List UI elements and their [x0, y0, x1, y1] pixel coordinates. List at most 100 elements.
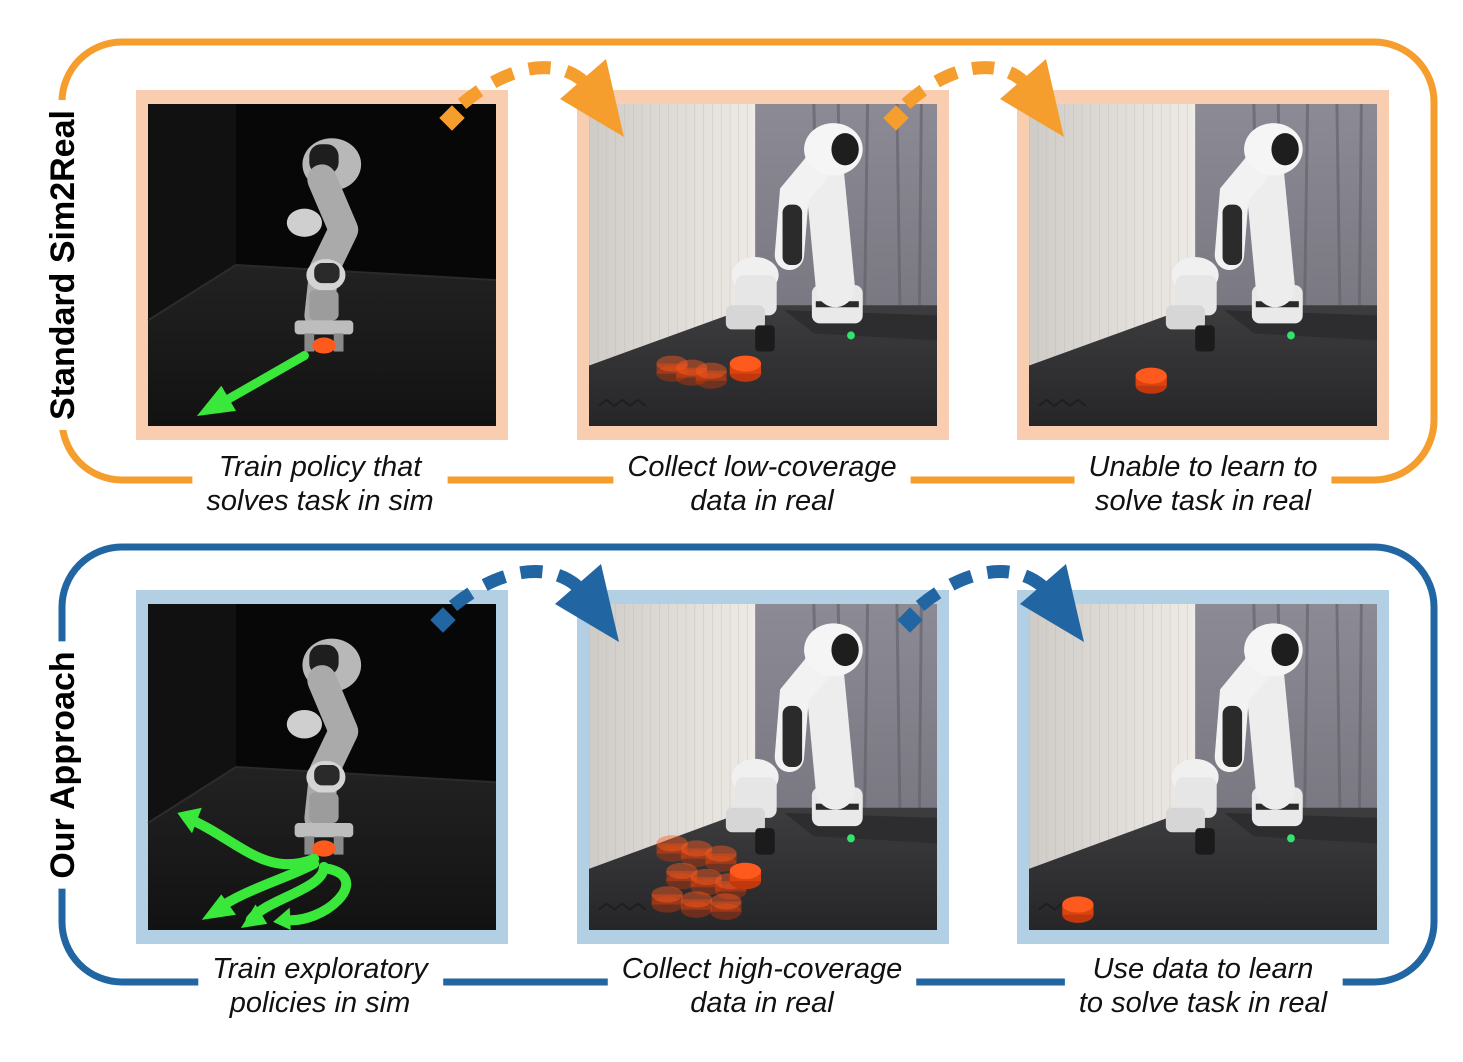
puck-body [695, 370, 727, 381]
puck-body [680, 848, 713, 859]
caption-backdrop [192, 449, 448, 519]
real-robot-image [589, 104, 937, 426]
puck-body [666, 870, 698, 882]
puck-body [651, 894, 683, 905]
real-robot-image [1029, 104, 1377, 426]
arrow-start-diamond [883, 105, 909, 131]
red-puck [312, 337, 336, 354]
puck-body [690, 877, 722, 888]
green-arrowhead [177, 807, 202, 834]
puck-side [651, 896, 683, 913]
caption-line: Use data to learn [1093, 953, 1314, 985]
real-robot-image [589, 604, 937, 930]
green-arrowhead [273, 907, 291, 930]
green-arrowhead [196, 385, 236, 416]
dashed-arrow-1 [430, 564, 619, 642]
arrow-dashed-curve [457, 61, 594, 109]
caption-line: solves task in sim [206, 485, 433, 517]
puck-body [705, 853, 737, 864]
green-arrow [211, 351, 309, 411]
puck-top [1135, 367, 1167, 384]
puck-side [680, 901, 713, 918]
puck-body [656, 363, 688, 374]
puck-top [695, 362, 727, 379]
arrow-head [1020, 564, 1084, 642]
puck-top [680, 891, 713, 908]
arrow-dashed-curve [448, 565, 588, 612]
puck-top [680, 840, 713, 857]
real-robot-image [1029, 604, 1377, 930]
arrow-head [560, 59, 624, 137]
row-label-backdrop [42, 100, 84, 430]
caption-line: to solve task in real [1079, 987, 1329, 1019]
caption-line: policies in sim [229, 987, 411, 1019]
arrow-start-diamond [430, 607, 456, 633]
puck-side [680, 850, 713, 867]
caption-backdrop [1074, 449, 1332, 519]
caption-backdrop [198, 951, 444, 1021]
puck-top [690, 868, 722, 886]
row-label-backdrop [42, 641, 84, 889]
green-arrowhead [240, 904, 268, 928]
arrow-dashed-curve [901, 61, 1034, 109]
panel-3 [1017, 90, 1389, 440]
panel-2 [577, 590, 949, 944]
panel-1 [136, 590, 508, 944]
green-arrowhead [201, 894, 236, 920]
puck-top [705, 845, 737, 862]
caption-line: data in real [690, 485, 835, 517]
caption-backdrop [607, 951, 917, 1021]
puck-side [676, 369, 708, 386]
caption-line: Train policy that [219, 451, 423, 483]
puck-side [695, 372, 727, 389]
puck-top [651, 886, 683, 903]
puck-body [715, 881, 747, 892]
panel-2 [577, 90, 949, 440]
arrow-head [555, 564, 619, 642]
puck-side [690, 879, 722, 896]
puck-body [710, 901, 742, 912]
caption-line: Unable to learn to [1089, 451, 1318, 483]
row-label: Our Approach [44, 651, 82, 878]
puck-side [666, 872, 698, 890]
caption-backdrop [613, 449, 911, 519]
arrow-dashed-curve [915, 565, 1053, 612]
puck-top [729, 355, 762, 372]
puck-top [676, 359, 708, 376]
dashed-arrow-2 [897, 564, 1084, 642]
puck-body [656, 843, 688, 854]
dashed-arrow-2 [883, 59, 1064, 137]
puck-side [656, 845, 688, 862]
green-trajectory [279, 863, 352, 926]
arrow-start-diamond [439, 105, 465, 131]
row-standard: Standard Sim2Real Train policy thatsolves… [42, 38, 1438, 519]
caption-backdrop [1064, 951, 1343, 1021]
caption-line: solve task in real [1095, 485, 1313, 517]
puck-top [710, 893, 742, 910]
dashed-arrow-1 [439, 59, 624, 137]
puck-top [1062, 896, 1094, 913]
puck-side [705, 855, 737, 872]
arrow-start-diamond [897, 607, 923, 633]
caption-line: data in real [690, 987, 835, 1019]
puck-side [656, 365, 688, 382]
caption-line: Train exploratory [212, 953, 429, 985]
sim-robot-image [148, 104, 496, 426]
puck-side [710, 903, 742, 920]
caption-line: Collect high-coverage [622, 953, 902, 985]
red-puck [312, 840, 336, 857]
row-label: Standard Sim2Real [44, 110, 82, 420]
puck-body [676, 367, 708, 378]
panel-3 [1017, 590, 1389, 944]
puck-top [656, 355, 688, 372]
caption-line: Collect low-coverage [627, 451, 896, 483]
green-trajectory [182, 812, 320, 870]
puck-top [666, 862, 698, 880]
